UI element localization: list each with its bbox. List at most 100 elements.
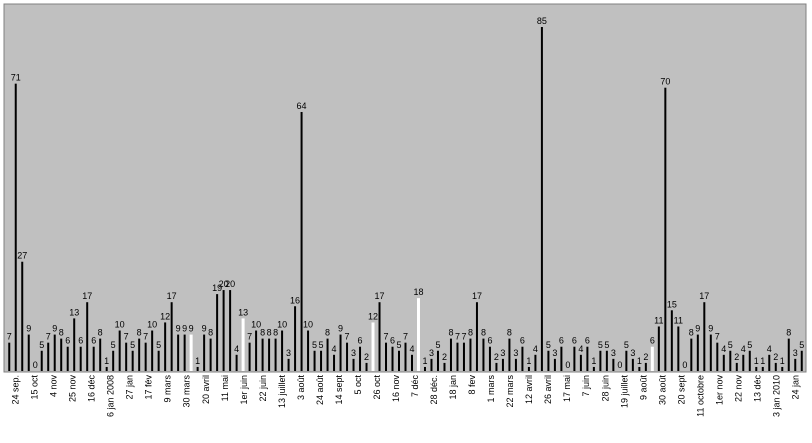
value-label-37: 7	[247, 332, 252, 342]
bar-24	[164, 322, 167, 371]
value-label-32: 19	[212, 283, 222, 293]
value-label-120: 8	[786, 328, 791, 338]
x-tick-label-20: 16 nov	[391, 375, 401, 403]
bar-75	[495, 362, 498, 371]
bar-81	[534, 354, 537, 371]
value-label-33: 20	[219, 279, 229, 289]
bar-66	[436, 350, 439, 371]
bar-38	[255, 330, 258, 371]
x-tick-label-29: 17 mai	[562, 375, 572, 402]
bar-49	[326, 338, 329, 371]
bar-67	[443, 362, 446, 371]
bar-121	[794, 358, 797, 371]
value-label-30: 9	[202, 324, 207, 334]
value-label-3: 9	[26, 324, 31, 334]
bar-70	[462, 342, 465, 371]
bar-103	[677, 326, 680, 371]
x-tick-labels-group: 24 sep. 15 oct 4 nov 25 nov 16 déc 6 jan 2008…	[11, 375, 801, 418]
bar-32	[216, 294, 219, 371]
bar-68	[449, 338, 452, 371]
value-label-98: 2	[643, 352, 648, 362]
bar-1	[14, 83, 17, 371]
value-label-20: 8	[137, 328, 142, 338]
value-label-0: 7	[7, 332, 12, 342]
value-label-70: 7	[461, 332, 466, 342]
bar-31	[209, 338, 212, 371]
bar-85	[560, 346, 563, 371]
value-label-2: 27	[17, 251, 27, 261]
value-label-56: 12	[368, 311, 378, 321]
x-tick-label-36: 11 octobre	[695, 375, 705, 417]
bar-105	[690, 338, 693, 371]
x-tick-label-2: 4 nov	[49, 375, 59, 398]
value-label-46: 10	[303, 320, 313, 330]
bar-30	[203, 334, 206, 371]
bar-91	[599, 350, 602, 371]
x-tick-label-1: 15 oct	[30, 375, 40, 400]
bar-44	[294, 306, 297, 371]
value-label-109: 7	[715, 332, 720, 342]
bar-63	[416, 298, 420, 371]
value-label-106: 9	[695, 324, 700, 334]
bar-107	[703, 302, 706, 371]
bar-22	[151, 330, 154, 371]
x-tick-label-22: 28 déc.	[429, 375, 439, 405]
bar-56	[371, 322, 375, 371]
bar-50	[333, 354, 336, 371]
bar-117	[768, 354, 771, 371]
x-tick-label-11: 11 mai	[220, 375, 230, 401]
value-label-84: 3	[552, 348, 557, 358]
value-label-79: 6	[520, 336, 525, 346]
bar-58	[385, 342, 388, 371]
value-label-10: 13	[69, 307, 79, 317]
bar-46	[307, 330, 310, 371]
value-label-91: 5	[598, 340, 603, 350]
value-label-27: 9	[182, 324, 187, 334]
value-label-21: 7	[143, 332, 148, 342]
value-label-50: 4	[332, 344, 337, 354]
value-label-16: 5	[111, 340, 116, 350]
value-label-23: 5	[156, 340, 161, 350]
value-label-80: 1	[526, 356, 531, 366]
value-label-94: 0	[617, 360, 622, 370]
value-label-78: 3	[513, 348, 518, 358]
value-label-53: 3	[351, 348, 356, 358]
bar-89	[586, 346, 589, 371]
bar-96	[631, 358, 634, 371]
value-label-114: 5	[747, 340, 752, 350]
bar-23	[157, 350, 160, 371]
value-label-97: 1	[637, 356, 642, 366]
bar-62	[411, 354, 413, 371]
bars-group	[8, 27, 803, 372]
value-label-60: 5	[396, 340, 401, 350]
value-label-119: 1	[780, 356, 785, 366]
bar-55	[365, 362, 368, 371]
value-label-31: 8	[208, 328, 213, 338]
value-label-36: 13	[238, 307, 248, 317]
bar-9	[66, 346, 69, 371]
value-label-107: 17	[699, 291, 709, 301]
value-label-49: 8	[325, 328, 330, 338]
x-tick-label-31: 28 juin	[600, 375, 610, 402]
value-label-63: 18	[413, 287, 423, 297]
bar-77	[508, 338, 511, 371]
bar-45	[300, 111, 303, 372]
x-tick-label-39: 13 déc	[752, 375, 762, 403]
value-label-81: 4	[533, 344, 538, 354]
value-label-76: 3	[500, 348, 505, 358]
value-label-122: 5	[799, 340, 804, 350]
value-label-61: 7	[403, 332, 408, 342]
bar-34	[229, 290, 232, 371]
value-label-92: 5	[604, 340, 609, 350]
bar-116	[761, 366, 764, 371]
bar-82	[540, 27, 543, 371]
bar-29	[196, 366, 199, 371]
bar-15	[105, 366, 108, 371]
bar-109	[716, 342, 719, 371]
bar-20	[138, 338, 141, 371]
bar-79	[521, 346, 524, 371]
bar-100	[657, 326, 660, 371]
bar-69	[456, 342, 459, 371]
bar-74	[488, 346, 491, 371]
value-label-8: 8	[59, 328, 64, 338]
